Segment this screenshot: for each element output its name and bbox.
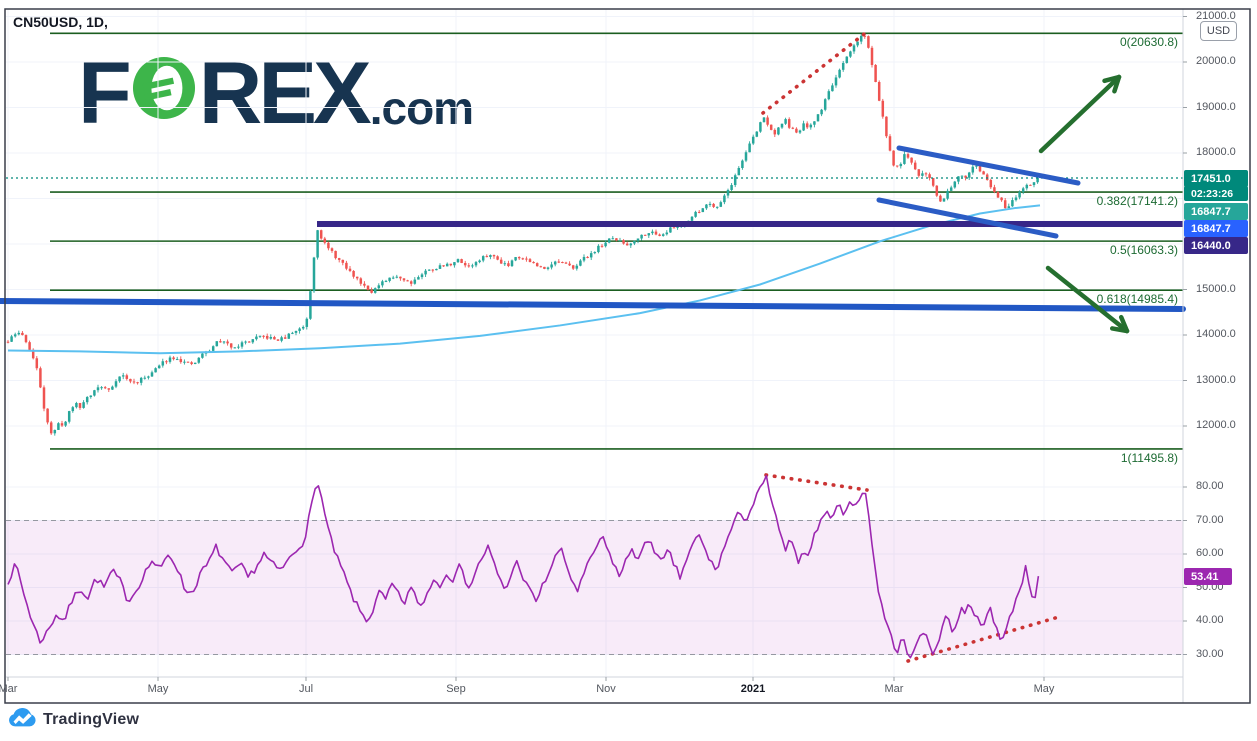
frame: [4, 8, 1251, 704]
price-axis-label: 13000.0: [1196, 373, 1236, 386]
time-axis-label: Mar: [884, 683, 904, 695]
tradingview-logo-icon: [9, 707, 36, 732]
symbol-title[interactable]: CN50USD, 1D,: [13, 14, 108, 30]
time-axis-label: Nov: [596, 683, 616, 695]
moving-average-line: [7, 204, 1041, 355]
trend-arrows: [1038, 74, 1130, 334]
trendline-value-tag: 16847.7: [1184, 220, 1248, 237]
fib-level-label: 0(20630.8): [1119, 35, 1178, 50]
time-axis-label: May: [147, 683, 169, 695]
time-axis-label: Mar: [0, 683, 18, 695]
fib-level-label: 0.618(14985.4): [1096, 292, 1178, 307]
rsi-band: [6, 520, 1183, 655]
price-axis-label: 15000.0: [1196, 282, 1236, 295]
currency-toggle-button[interactable]: USD: [1200, 21, 1237, 41]
rsi-axis-label: 80.00: [1196, 480, 1224, 492]
time-axis-label: May: [1033, 683, 1055, 695]
tradingview-logo-text: TradingView: [43, 711, 140, 728]
current-price-tag: 17451.0: [1184, 170, 1248, 187]
rsi-axis-label: 70.00: [1196, 513, 1224, 526]
fib-level-label: 0.5(16063.3): [1109, 243, 1178, 258]
ma-value-tag: 16847.7: [1184, 203, 1248, 220]
time-axis-label: Sep: [446, 683, 466, 695]
price-axis-label: 12000.0: [1196, 419, 1236, 431]
time-axis-label: Jul: [298, 683, 314, 695]
rsi-line: [7, 474, 1040, 659]
rsi-axis-label: 60.00: [1196, 547, 1224, 559]
forex-logo-o-icon: [132, 56, 196, 125]
time-axis-label: 2021: [740, 683, 766, 695]
fib-level-label: 0.382(17141.2): [1096, 194, 1178, 209]
rsi-axis-label: 40.00: [1196, 614, 1224, 626]
drawings: [0, 145, 1186, 312]
price-axis-label: 18000.0: [1196, 146, 1236, 158]
rsi-axis-label: 30.00: [1196, 647, 1224, 660]
price-axis-label: 21000.0: [1196, 9, 1236, 22]
forex-logo-f: F: [78, 43, 132, 142]
fib-level-label: 1(11495.8): [1120, 450, 1178, 465]
price-axis-label: 20000.0: [1196, 55, 1236, 67]
countdown-tag: 02:23:26: [1184, 186, 1248, 201]
level-value-tag: 16440.0: [1184, 237, 1248, 254]
forex-logo-rex: REX: [198, 43, 372, 142]
grid: [6, 9, 1183, 677]
price-axis-label: 19000.0: [1196, 100, 1236, 113]
candlestick-series: [6, 34, 1039, 436]
price-axis-label: 14000.0: [1196, 328, 1236, 340]
rsi-value-tag: 53.41: [1184, 568, 1232, 585]
tradingview-attribution[interactable]: TradingView: [9, 707, 140, 732]
